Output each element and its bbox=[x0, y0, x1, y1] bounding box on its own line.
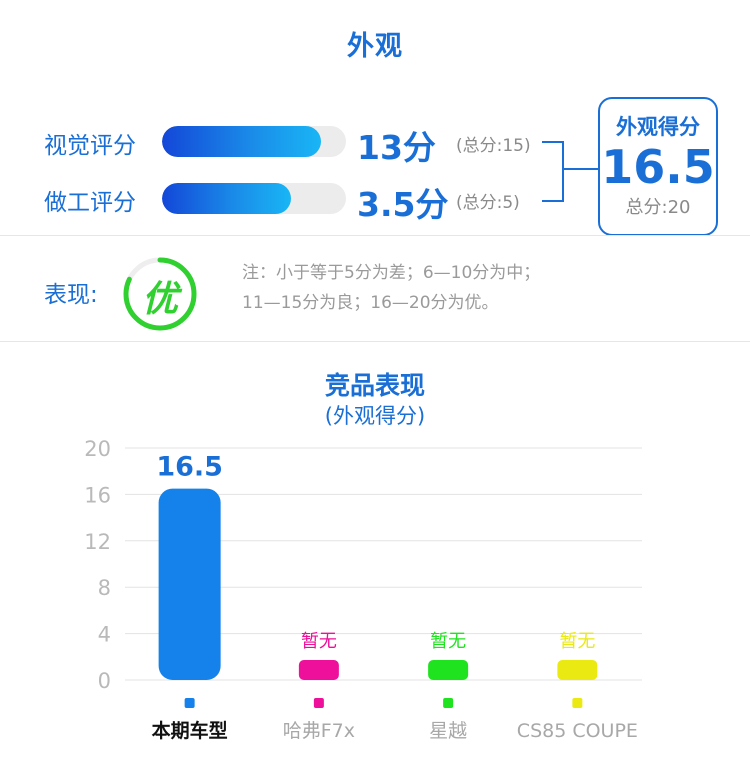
bar-value-label: 暂无 bbox=[301, 631, 337, 652]
category-label: 本期车型 bbox=[152, 719, 228, 742]
category-marker bbox=[184, 698, 195, 708]
y-tick-label: 0 bbox=[98, 669, 111, 693]
rating-badge-ring bbox=[123, 257, 197, 331]
bar-value-label: 16.5 bbox=[156, 452, 223, 483]
y-tick-label: 8 bbox=[98, 576, 111, 600]
rating-badge: 优 bbox=[120, 254, 200, 334]
y-tick-label: 16 bbox=[84, 483, 111, 507]
bar-placeholder bbox=[298, 660, 339, 680]
y-tick-label: 12 bbox=[84, 530, 111, 554]
visual-score-total: (总分:15) bbox=[456, 136, 531, 156]
bar-placeholder bbox=[557, 660, 598, 680]
workmanship-score-total: (总分:5) bbox=[456, 193, 520, 213]
bar-placeholder bbox=[428, 660, 469, 680]
chart-subtitle: (外观得分) bbox=[324, 404, 426, 428]
visual-score-value: 13分 bbox=[357, 128, 436, 167]
bar bbox=[158, 488, 221, 680]
category-marker bbox=[313, 698, 324, 708]
total-score-max: 总分:20 bbox=[625, 197, 691, 219]
category-label: 哈弗F7x bbox=[283, 720, 355, 742]
visual-score-label: 视觉评分 bbox=[44, 133, 136, 159]
category-marker bbox=[443, 698, 454, 708]
rating-note-line-1: 注：小于等于5分为差；6—10分为中； bbox=[242, 263, 541, 283]
workmanship-score-label: 做工评分 bbox=[44, 190, 136, 216]
total-score-value: 16.5 bbox=[601, 140, 715, 194]
workmanship-score-bar-fill bbox=[162, 183, 291, 214]
rating-label: 表现: bbox=[44, 282, 98, 308]
category-marker bbox=[572, 698, 583, 708]
workmanship-score-value: 3.5分 bbox=[357, 185, 449, 224]
score-bracket bbox=[542, 141, 564, 202]
visual-score-bar bbox=[162, 126, 346, 157]
divider-top bbox=[0, 235, 750, 236]
category-label: CS85 COUPE bbox=[517, 720, 638, 742]
divider-bottom bbox=[0, 341, 750, 342]
rating-badge-text: 优 bbox=[141, 279, 178, 320]
chart-title: 竞品表现 bbox=[324, 371, 425, 400]
total-score-label: 外观得分 bbox=[616, 115, 700, 139]
visual-score-bar-fill bbox=[162, 126, 322, 157]
bracket-connector bbox=[562, 168, 598, 170]
workmanship-score-bar bbox=[162, 183, 346, 214]
bar-value-label: 暂无 bbox=[430, 631, 466, 652]
total-score-box: 外观得分 16.5 总分:20 bbox=[598, 97, 718, 236]
bar-value-label: 暂无 bbox=[559, 631, 595, 652]
rating-note: 注：小于等于5分为差；6—10分为中； 11—15分为良；16—20分为优。 bbox=[242, 258, 540, 318]
y-tick-label: 20 bbox=[84, 437, 111, 461]
rating-note-line-2: 11—15分为良；16—20分为优。 bbox=[242, 293, 499, 313]
section-title: 外观 bbox=[347, 31, 403, 62]
y-tick-label: 4 bbox=[98, 623, 111, 647]
category-label: 星越 bbox=[429, 720, 467, 742]
